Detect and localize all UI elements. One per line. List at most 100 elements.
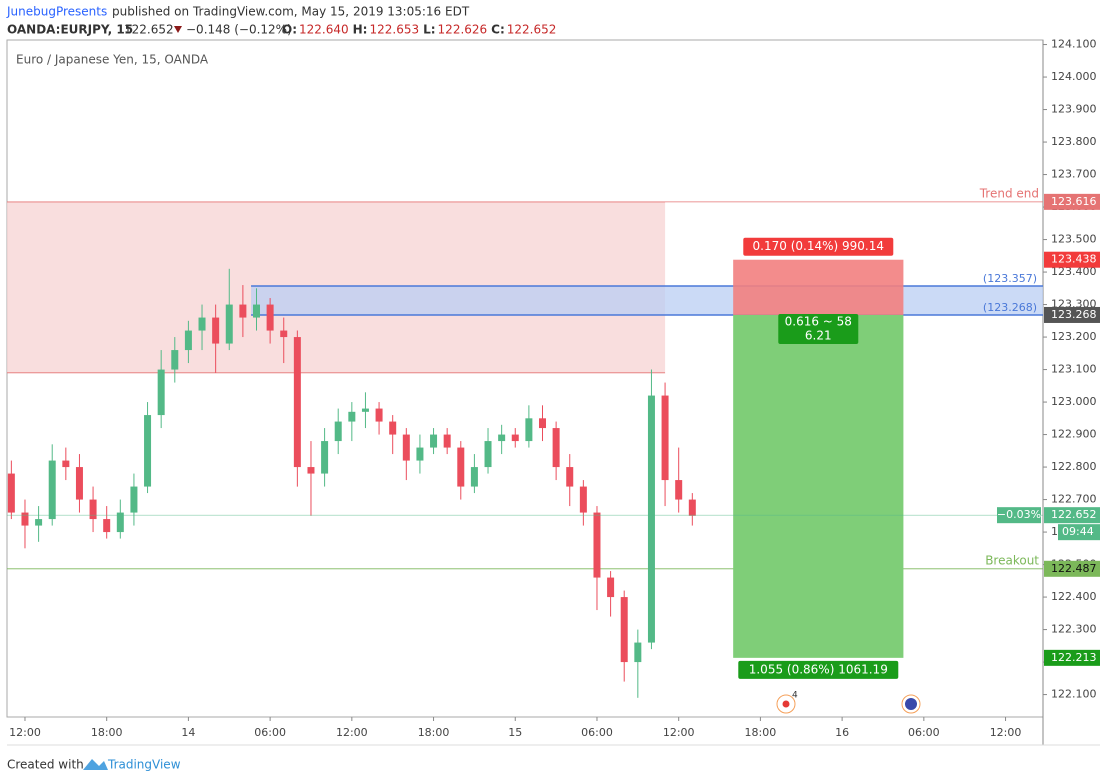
x-tick-label: 12:00	[9, 726, 41, 739]
y-tick-label: 123.100	[1051, 363, 1097, 376]
level-name: Trend end	[979, 186, 1039, 200]
y-tick-label: 123.200	[1051, 330, 1097, 343]
position-label-bg	[778, 313, 859, 344]
level-badge	[1044, 560, 1100, 577]
candle-body	[661, 395, 669, 481]
y-tick-label: 123.700	[1051, 168, 1097, 181]
x-tick-label: 06:00	[581, 726, 613, 739]
x-tick-label: 12:00	[663, 726, 695, 739]
candle-body	[266, 304, 274, 331]
candle-body	[171, 350, 179, 370]
price: 122.652	[124, 23, 174, 37]
time-badge-label: 09:44	[1062, 525, 1094, 538]
candle-body	[361, 408, 369, 412]
x-tick-label: 18:00	[91, 726, 123, 739]
x-tick-label: 06:00	[254, 726, 286, 739]
candle-body	[620, 597, 628, 663]
candle-body	[498, 434, 506, 442]
candle-body	[239, 304, 247, 318]
ohlc-key: C:	[491, 23, 505, 37]
position-label-bg	[738, 660, 899, 679]
price-badge-label: 123.268	[1051, 308, 1097, 321]
chart-title: Euro / Japanese Yen, 15, OANDA	[16, 53, 209, 67]
y-tick-label: 122.400	[1051, 590, 1097, 603]
symbol: OANDA:EURJPY, 15	[7, 23, 133, 37]
mid-label: 0.616 ~ 58	[785, 314, 852, 328]
event-count: 4	[792, 691, 798, 701]
y-tick-label: 123.400	[1051, 265, 1097, 278]
created-with: Created with	[7, 758, 84, 772]
candle-body	[647, 395, 655, 643]
candle-body	[539, 418, 547, 429]
candle-body	[375, 408, 383, 422]
x-tick-label: 14	[181, 726, 195, 739]
candle-body	[103, 519, 111, 533]
candle-body	[321, 441, 329, 474]
candle-body	[470, 467, 478, 487]
target-label: 1.055 (0.86%) 1061.19	[749, 662, 888, 676]
price-badge	[1044, 306, 1100, 323]
stop-zone	[733, 259, 904, 315]
ohlc-value: 122.652	[507, 23, 557, 37]
y-tick-label: 122.100	[1051, 688, 1097, 701]
x-tick-label: 12:00	[336, 726, 368, 739]
last-badge-label: 122.652	[1051, 508, 1097, 521]
brand[interactable]: TradingView	[107, 758, 181, 772]
event-flag	[905, 698, 917, 710]
candle-body	[21, 512, 29, 526]
zone-top-label: (123.357)	[983, 272, 1037, 285]
event-dot	[782, 700, 790, 708]
candle-body	[389, 421, 397, 435]
candle-body	[525, 418, 533, 442]
candle-body	[89, 499, 97, 520]
change-badge	[997, 507, 1041, 524]
candle-body	[688, 499, 696, 516]
x-tick-label: 12:00	[990, 726, 1022, 739]
y-tick-label: 122.300	[1051, 623, 1097, 636]
level-badge	[1044, 193, 1100, 210]
x-tick-label: 15	[508, 726, 522, 739]
published: published on TradingView.com, May 15, 20…	[112, 5, 470, 19]
candle-body	[484, 441, 492, 468]
candle-body	[402, 434, 410, 461]
candle-body	[634, 642, 642, 663]
target-zone	[733, 314, 904, 658]
candle-body	[157, 369, 165, 416]
level-name: Breakout	[985, 553, 1039, 567]
price-badge-label: 122.213	[1051, 651, 1097, 664]
candle-body	[225, 304, 233, 344]
candle-body	[116, 512, 124, 533]
candle-body	[293, 337, 301, 468]
candle-body	[253, 304, 261, 318]
candle-body	[62, 460, 70, 468]
y-tick-label: 124.100	[1051, 38, 1097, 51]
ohlc-value: 122.626	[438, 23, 488, 37]
candle-body	[457, 447, 465, 487]
candle-body	[212, 317, 220, 344]
x-tick-label: 06:00	[908, 726, 940, 739]
level-badge-label: 123.616	[1051, 195, 1097, 208]
position-label-bg	[743, 237, 894, 256]
candle-body	[307, 467, 315, 474]
candle-body	[184, 330, 192, 351]
last-badge	[1044, 507, 1100, 524]
price-badge-label: 123.438	[1051, 253, 1097, 266]
candle-body	[579, 486, 587, 513]
candle-body	[35, 519, 43, 526]
candle-body	[198, 317, 206, 331]
y-tick-label: 122.700	[1051, 493, 1097, 506]
y-tick-label: 123.500	[1051, 233, 1097, 246]
y-tick-label: 122.800	[1051, 460, 1097, 473]
y-tick-label: 123.800	[1051, 135, 1097, 148]
author[interactable]: JunebugPresents	[6, 5, 107, 19]
change-label: −0.03%	[997, 508, 1041, 521]
mid-label-2: 6.21	[805, 328, 832, 342]
x-tick-label: 18:00	[745, 726, 777, 739]
candle-body	[552, 428, 560, 468]
down-arrow	[174, 26, 182, 33]
candle-body	[593, 512, 601, 578]
ohlc-key: H:	[353, 23, 368, 37]
candle-body	[675, 480, 683, 500]
candle-body	[7, 473, 15, 513]
